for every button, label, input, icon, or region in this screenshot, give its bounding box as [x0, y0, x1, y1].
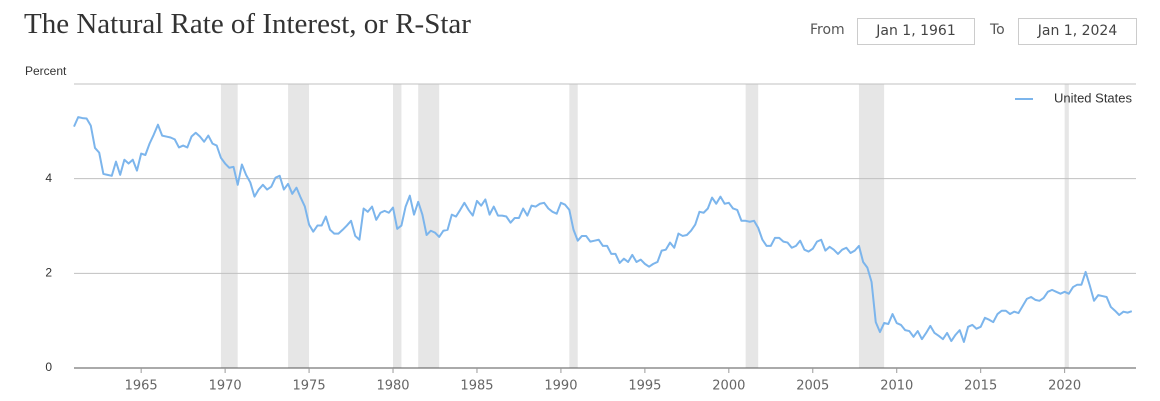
recession-band — [288, 84, 310, 368]
x-tick-label: 2020 — [1048, 379, 1081, 394]
from-date-input[interactable]: Jan 1, 1961 — [857, 18, 975, 45]
x-tick-label: 1985 — [460, 379, 493, 394]
recession-band — [745, 84, 759, 368]
recession-band — [393, 84, 402, 368]
data-line — [73, 116, 1133, 343]
recession-band — [569, 84, 578, 368]
legend-label: United States — [1054, 90, 1133, 105]
x-tick-label: 1965 — [125, 379, 158, 394]
x-tick-label: 1970 — [209, 379, 242, 394]
to-date-input[interactable]: Jan 1, 2024 — [1018, 18, 1137, 45]
y-tick-label: 0 — [45, 360, 52, 374]
x-tick-label: 2005 — [796, 379, 829, 394]
to-label: To — [990, 22, 1005, 38]
x-tick-label: 2010 — [880, 379, 913, 394]
x-tick-label: 2015 — [964, 379, 997, 394]
x-tick-label: 1995 — [628, 379, 661, 394]
x-tick-label: 2000 — [712, 379, 745, 394]
y-tick-label: 2 — [45, 266, 52, 280]
chart-title: The Natural Rate of Interest, or R-Star — [24, 8, 471, 40]
recession-band — [1064, 84, 1069, 368]
from-label: From — [810, 22, 845, 38]
recession-band — [418, 84, 440, 368]
y-tick-label: 4 — [45, 171, 52, 185]
recession-band — [858, 84, 885, 368]
y-axis-label: Percent — [25, 64, 67, 78]
recession-band — [220, 84, 238, 368]
x-tick-label: 1990 — [544, 379, 577, 394]
x-tick-label: 1980 — [376, 379, 409, 394]
x-tick-label: 1975 — [293, 379, 326, 394]
